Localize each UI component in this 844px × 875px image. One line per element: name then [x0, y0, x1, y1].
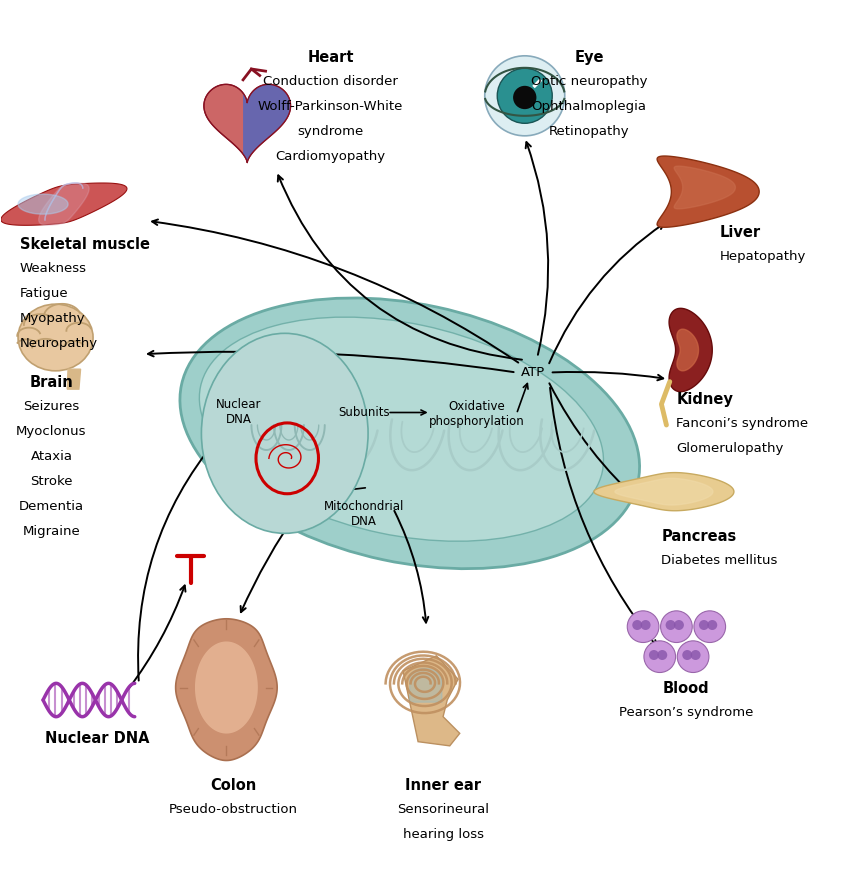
Circle shape — [677, 640, 709, 673]
Text: Weakness: Weakness — [19, 262, 87, 276]
Text: Inner ear: Inner ear — [405, 778, 481, 793]
Text: Wolff-Parkinson-White: Wolff-Parkinson-White — [258, 100, 403, 113]
Text: Heart: Heart — [307, 50, 354, 65]
Text: Fatigue: Fatigue — [19, 288, 68, 300]
Circle shape — [690, 650, 701, 660]
Circle shape — [513, 86, 537, 109]
Circle shape — [649, 650, 659, 660]
Ellipse shape — [180, 298, 640, 569]
Circle shape — [699, 620, 709, 630]
Circle shape — [661, 611, 692, 642]
Text: Nuclear
DNA: Nuclear DNA — [216, 398, 262, 426]
Text: Diabetes mellitus: Diabetes mellitus — [662, 554, 778, 567]
Text: Eye: Eye — [574, 50, 603, 65]
Polygon shape — [669, 308, 712, 392]
Text: Cardiomyopathy: Cardiomyopathy — [275, 150, 386, 163]
Polygon shape — [176, 619, 277, 760]
Circle shape — [694, 611, 726, 642]
Text: Blood: Blood — [663, 681, 710, 696]
Polygon shape — [615, 479, 713, 505]
Text: Retinopathy: Retinopathy — [549, 125, 630, 138]
Ellipse shape — [202, 333, 368, 534]
Polygon shape — [657, 156, 759, 228]
Text: Myopathy: Myopathy — [19, 312, 85, 326]
Ellipse shape — [199, 317, 603, 542]
Circle shape — [644, 640, 675, 673]
Text: Stroke: Stroke — [30, 475, 73, 488]
Circle shape — [666, 620, 675, 630]
Text: Kidney: Kidney — [676, 392, 733, 407]
Text: Subunits: Subunits — [338, 406, 390, 419]
Polygon shape — [674, 166, 735, 209]
Text: Oxidative
phosphorylation: Oxidative phosphorylation — [429, 400, 524, 428]
Polygon shape — [403, 656, 460, 746]
Text: Skeletal muscle: Skeletal muscle — [19, 237, 149, 253]
Circle shape — [484, 56, 565, 136]
Text: Optic neuropathy: Optic neuropathy — [531, 75, 647, 88]
Circle shape — [627, 611, 659, 642]
Text: Fanconi’s syndrome: Fanconi’s syndrome — [676, 416, 809, 430]
Polygon shape — [39, 183, 89, 225]
Text: hearing loss: hearing loss — [403, 828, 484, 841]
Circle shape — [632, 620, 642, 630]
Circle shape — [707, 620, 717, 630]
Text: Sensorineural: Sensorineural — [397, 802, 489, 816]
Polygon shape — [243, 84, 290, 163]
Text: Colon: Colon — [210, 778, 257, 793]
Text: Ophthalmoplegia: Ophthalmoplegia — [532, 100, 647, 113]
Circle shape — [674, 620, 684, 630]
Text: Neuropathy: Neuropathy — [19, 338, 98, 351]
Circle shape — [497, 68, 552, 123]
Polygon shape — [18, 194, 68, 214]
Circle shape — [641, 620, 651, 630]
Text: Pancreas: Pancreas — [662, 529, 737, 544]
Text: Hepatopathy: Hepatopathy — [720, 250, 806, 263]
Polygon shape — [204, 84, 290, 163]
Text: Mitochondrial
DNA: Mitochondrial DNA — [324, 500, 404, 528]
Text: Conduction disorder: Conduction disorder — [263, 75, 398, 88]
Text: Myoclonus: Myoclonus — [16, 425, 87, 438]
Text: Migraine: Migraine — [23, 525, 80, 538]
Polygon shape — [594, 473, 734, 511]
Polygon shape — [1, 183, 127, 225]
Polygon shape — [68, 369, 80, 389]
Text: Dementia: Dementia — [19, 500, 84, 513]
Circle shape — [657, 650, 668, 660]
Text: Nuclear DNA: Nuclear DNA — [45, 731, 149, 746]
Text: ATP: ATP — [521, 366, 545, 379]
Text: syndrome: syndrome — [297, 125, 364, 138]
Ellipse shape — [18, 304, 93, 371]
Circle shape — [682, 650, 692, 660]
Text: Glomerulopathy: Glomerulopathy — [676, 442, 784, 455]
Text: Pseudo-obstruction: Pseudo-obstruction — [169, 802, 298, 816]
Text: Brain: Brain — [30, 375, 73, 390]
Text: Liver: Liver — [720, 225, 761, 240]
Polygon shape — [195, 641, 257, 733]
Text: Ataxia: Ataxia — [30, 450, 73, 463]
Text: Seizures: Seizures — [24, 400, 79, 413]
Polygon shape — [677, 329, 699, 371]
Text: Pearson’s syndrome: Pearson’s syndrome — [619, 706, 754, 719]
